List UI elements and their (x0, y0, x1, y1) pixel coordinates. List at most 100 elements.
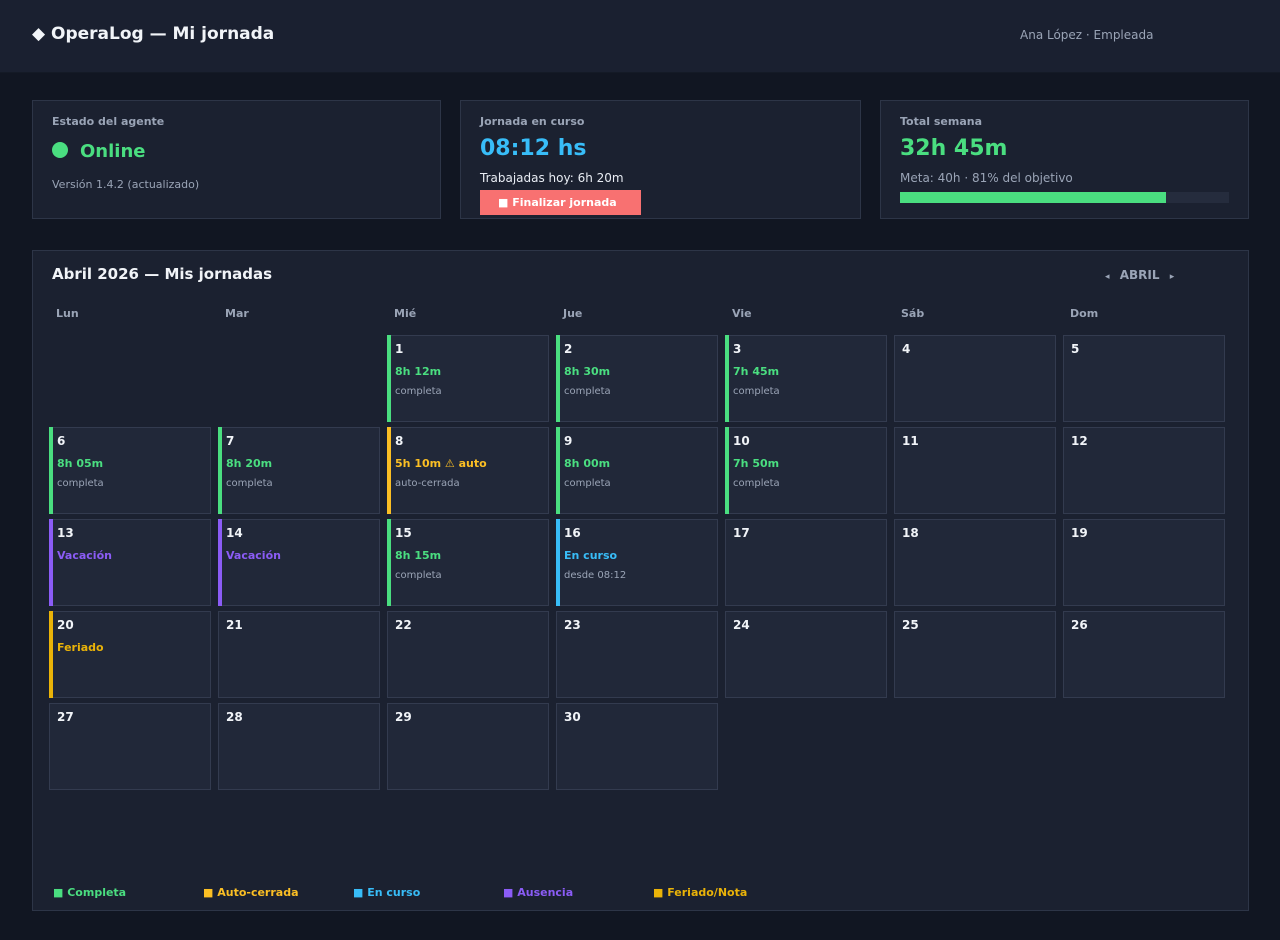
app-title: ◆ OperaLog — Mi jornada (32, 24, 275, 44)
day-number: 20 (57, 618, 74, 632)
calendar-day[interactable]: 3 7h 45m completa (725, 335, 887, 422)
week-total: 32h 45m (900, 136, 1008, 161)
calendar-day[interactable]: 4 (894, 335, 1056, 422)
day-hours: 8h 30m (564, 365, 611, 378)
calendar-day[interactable]: 30 (556, 703, 718, 790)
week-goal-text: Meta: 40h · 81% del objetivo (900, 171, 1073, 185)
day-number: 29 (395, 710, 412, 724)
week-total-card: Total semana 32h 45m Meta: 40h · 81% del… (880, 100, 1249, 219)
weekday-label: Lun (56, 307, 79, 320)
day-number: 4 (902, 342, 911, 356)
legend-item-curso: ■ En curso (353, 886, 421, 899)
day-status-bar (387, 427, 391, 514)
calendar-day[interactable]: 28 (218, 703, 380, 790)
calendar-day[interactable]: 6 8h 05m completa (49, 427, 211, 514)
calendar-day[interactable]: 2 8h 30m completa (556, 335, 718, 422)
day-number: 21 (226, 618, 243, 632)
calendar-day[interactable]: 21 (218, 611, 380, 698)
day-status-bar (387, 335, 391, 422)
calendar-day[interactable]: 16 En curso desde 08:12 (556, 519, 718, 606)
calendar-day[interactable]: 18 (894, 519, 1056, 606)
day-hours: Vacación (57, 549, 112, 562)
legend-item-auto: ■ Auto-cerrada (203, 886, 299, 899)
calendar-day[interactable]: 19 (1063, 519, 1225, 606)
calendar-day[interactable]: 12 (1063, 427, 1225, 514)
day-status-bar (49, 611, 53, 698)
calendar-day[interactable]: 26 (1063, 611, 1225, 698)
legend-item-completa: ■ Completa (53, 886, 127, 899)
day-number: 14 (226, 526, 243, 540)
month-navigation: ◂ ABRIL ▸ (1099, 268, 1180, 282)
calendar-day[interactable]: 22 (387, 611, 549, 698)
week-progress-fill (900, 192, 1167, 203)
calendar-title: Abril 2026 — Mis jornadas (52, 265, 273, 283)
day-number: 9 (564, 434, 573, 448)
card-label: Estado del agente (52, 115, 165, 128)
day-status-text: auto-cerrada (395, 478, 460, 489)
day-number: 3 (733, 342, 742, 356)
prev-month-icon[interactable]: ◂ (1105, 272, 1110, 282)
end-shift-button[interactable]: ■ Finalizar jornada (480, 190, 641, 215)
calendar-day[interactable]: 23 (556, 611, 718, 698)
day-hours: 7h 50m (733, 457, 780, 470)
day-hours: 8h 20m (226, 457, 273, 470)
agent-status-text: Online (80, 141, 146, 162)
day-number: 18 (902, 526, 919, 540)
calendar-day[interactable]: 10 7h 50m completa (725, 427, 887, 514)
online-status-icon (52, 142, 68, 158)
legend-item-ausencia: ■ Ausencia (503, 886, 574, 899)
day-status-text: completa (564, 478, 611, 489)
day-number: 2 (564, 342, 573, 356)
weekday-label: Sáb (901, 307, 925, 320)
calendar-day[interactable]: 1 8h 12m completa (387, 335, 549, 422)
day-status-bar (725, 335, 729, 422)
day-number: 7 (226, 434, 235, 448)
weekday-label: Dom (1070, 307, 1099, 320)
day-status-bar (387, 519, 391, 606)
next-month-icon[interactable]: ▸ (1169, 272, 1175, 282)
day-number: 5 (1071, 342, 1080, 356)
day-status-text: completa (57, 478, 104, 489)
calendar-day[interactable]: 17 (725, 519, 887, 606)
day-hours: En curso (564, 549, 618, 562)
calendar-day[interactable]: 20 Feriado (49, 611, 211, 698)
day-hours: 8h 12m (395, 365, 442, 378)
legend-item-feriado: ■ Feriado/Nota (653, 886, 748, 899)
calendar-day[interactable]: 15 8h 15m completa (387, 519, 549, 606)
day-number: 27 (57, 710, 74, 724)
calendar-day[interactable]: 25 (894, 611, 1056, 698)
card-label: Jornada en curso (480, 115, 585, 128)
calendar-day[interactable]: 13 Vacación (49, 519, 211, 606)
calendar-day[interactable]: 5 (1063, 335, 1225, 422)
calendar-day[interactable]: 14 Vacación (218, 519, 380, 606)
day-number: 23 (564, 618, 581, 632)
day-number: 28 (226, 710, 243, 724)
day-number: 8 (395, 434, 404, 448)
calendar-day[interactable]: 27 (49, 703, 211, 790)
weekday-label: Mié (394, 307, 417, 320)
day-status-bar (49, 427, 53, 514)
calendar-day[interactable]: 29 (387, 703, 549, 790)
calendar-panel: Abril 2026 — Mis jornadas ◂ ABRIL ▸ Lun M… (32, 250, 1249, 911)
calendar-day[interactable]: 11 (894, 427, 1056, 514)
week-progress-bar (900, 192, 1229, 203)
day-status-bar (49, 519, 53, 606)
calendar-day[interactable]: 9 8h 00m completa (556, 427, 718, 514)
day-number: 17 (733, 526, 750, 540)
day-hours: Vacación (226, 549, 281, 562)
day-status-bar (556, 335, 560, 422)
day-number: 1 (395, 342, 404, 356)
day-number: 15 (395, 526, 412, 540)
day-status-text: completa (733, 386, 780, 397)
day-hours: Feriado (57, 641, 104, 654)
calendar-day[interactable]: 8 5h 10m ⚠ auto auto-cerrada (387, 427, 549, 514)
calendar-day[interactable]: 24 (725, 611, 887, 698)
day-status-bar (218, 519, 222, 606)
day-status-text: desde 08:12 (564, 570, 627, 581)
calendar-day[interactable]: 7 8h 20m completa (218, 427, 380, 514)
day-status-text: completa (564, 386, 611, 397)
day-number: 26 (1071, 618, 1088, 632)
day-status-text: completa (395, 570, 442, 581)
day-hours: 8h 15m (395, 549, 442, 562)
user-info[interactable]: Ana López · Empleada (1020, 28, 1154, 42)
